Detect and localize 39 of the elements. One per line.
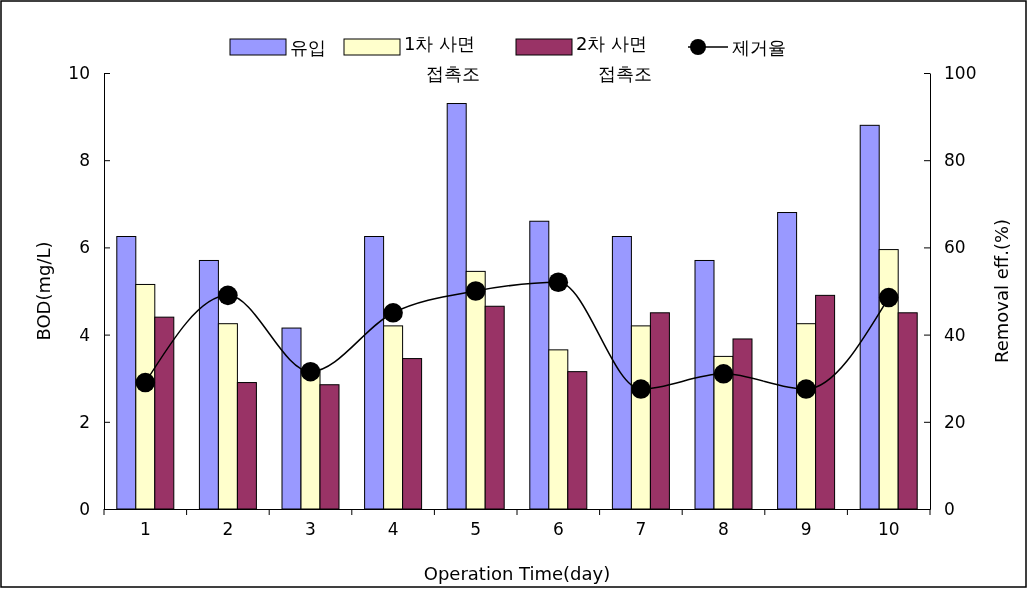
y-tick-label: 0: [79, 498, 90, 519]
y-axis-title: BOD(mg/L): [33, 241, 54, 341]
y2-tick-label: 0: [944, 498, 955, 519]
point: [300, 361, 321, 382]
y-tick-label: 2: [79, 411, 90, 432]
point: [878, 287, 899, 308]
y2-tick-label: 40: [944, 324, 966, 345]
x-axis-title: Operation Time(day): [423, 563, 611, 584]
y-tick-label: 4: [79, 324, 90, 345]
point: [383, 303, 403, 323]
point: [548, 272, 569, 293]
y2-tick-label: 60: [944, 237, 966, 258]
point: [796, 379, 816, 399]
x-tick-label: 4: [387, 519, 399, 540]
x-tick-label: 9: [800, 519, 812, 540]
y2-tick-label: 100: [944, 62, 977, 83]
x-tick-label: 7: [635, 519, 647, 540]
legend-label: 2차 사면 접촉조: [576, 33, 652, 84]
y2-axis-title: Removal eff.(%): [991, 218, 1012, 364]
x-tick-label: 8: [718, 519, 729, 540]
point: [135, 372, 156, 393]
point: [713, 364, 734, 384]
x-tick-label: 10: [877, 519, 900, 540]
y2-tick-label: 20: [944, 411, 966, 432]
point: [465, 281, 486, 301]
point: [631, 379, 651, 399]
legend-label: 유입: [290, 37, 326, 58]
point: [218, 285, 238, 306]
x-tick-label: 5: [470, 519, 482, 540]
y-tick-label: 8: [79, 150, 90, 171]
x-tick-label: 3: [305, 519, 316, 540]
x-tick-label: 6: [552, 519, 564, 540]
legend-label: 제거율: [732, 37, 786, 58]
x-tick-label: 1: [139, 519, 151, 540]
y2-tick-label: 80: [944, 150, 966, 171]
y-tick-label: 6: [79, 237, 90, 258]
y-tick-label: 10: [68, 62, 90, 83]
legend-label: 1차 사면 접촉조: [404, 33, 480, 84]
x-tick-label: 2: [222, 519, 234, 540]
